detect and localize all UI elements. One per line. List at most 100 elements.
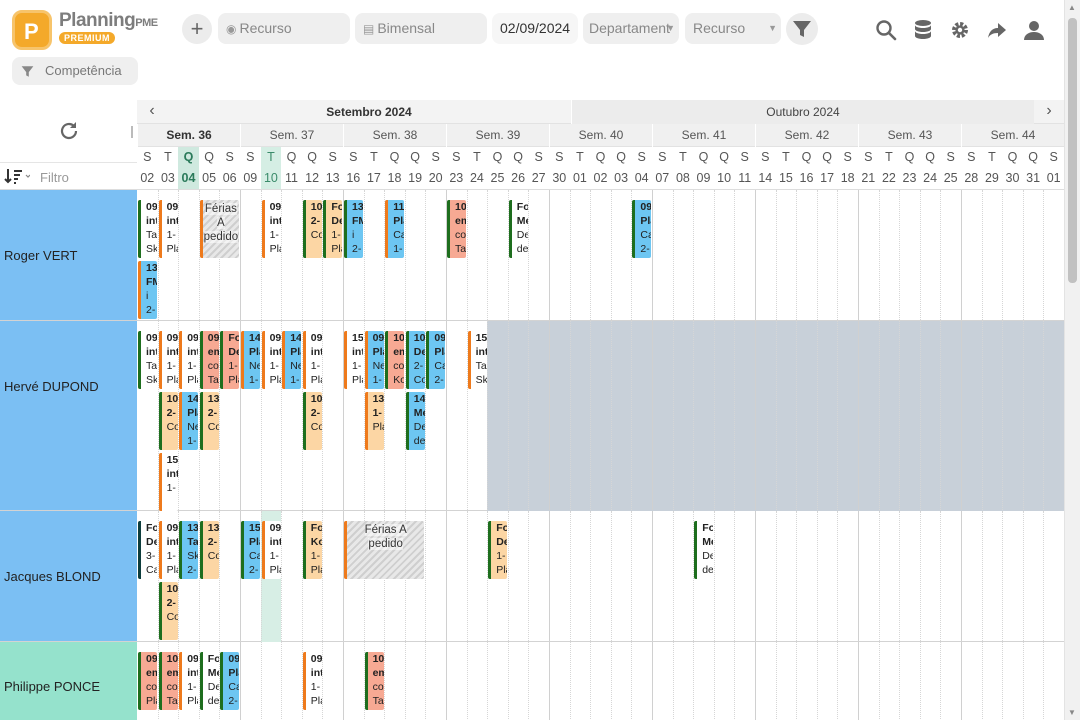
day-number[interactable]: 30 <box>1005 171 1020 185</box>
task-block[interactable]: 15 Pla Ca 2- <box>241 521 260 579</box>
resource-row-label[interactable]: Roger VERT <box>0 190 137 321</box>
task-block[interactable]: Fo Me De de <box>508 200 528 258</box>
day-number[interactable]: 30 <box>552 171 567 185</box>
task-block[interactable]: Fo Ko 1- Pla <box>302 521 322 579</box>
resource-row-label[interactable]: Hervé DUPOND <box>0 321 137 511</box>
task-block[interactable]: 13 2- Co <box>199 392 219 450</box>
task-block[interactable]: 09 int 1- Pla <box>261 521 281 579</box>
task-block[interactable]: 09 int 1- Pla <box>158 331 178 389</box>
next-period-button[interactable]: › <box>1034 100 1064 124</box>
day-number[interactable]: 13 <box>325 171 340 185</box>
task-block[interactable]: 09 Pla Ca 2- <box>632 200 652 258</box>
task-block[interactable]: 10 2- Co <box>302 200 322 258</box>
task-block[interactable]: 13 FM i 2- <box>344 200 363 258</box>
day-number[interactable]: 10 <box>260 168 282 189</box>
day-number[interactable]: 23 <box>449 171 464 185</box>
task-block[interactable]: 11 Pla Ca 1- <box>385 200 405 258</box>
day-number[interactable]: 18 <box>840 171 855 185</box>
filter-row[interactable]: Filtro <box>0 162 137 190</box>
date-input[interactable]: 02/09/2024 <box>492 13 578 44</box>
day-number[interactable]: 08 <box>675 171 690 185</box>
add-button[interactable]: + <box>182 14 212 44</box>
day-number[interactable]: 01 <box>1046 171 1061 185</box>
task-block[interactable]: 13 FM i 2- <box>138 261 157 319</box>
day-number[interactable]: 06 <box>222 171 237 185</box>
task-block[interactable]: Fo De 1- Pla <box>488 521 508 579</box>
task-block[interactable]: 14 Pla Ne 1- <box>282 331 302 389</box>
day-number[interactable]: 20 <box>428 171 443 185</box>
day-number[interactable]: 17 <box>366 171 381 185</box>
task-block[interactable]: 10 2- Co <box>158 392 178 450</box>
task-block[interactable]: 10 2- Co <box>302 392 322 450</box>
day-number[interactable]: 21 <box>861 171 876 185</box>
resource-search-input[interactable]: ◉ Recurso <box>218 13 350 44</box>
task-block[interactable]: 09 int 1- Pla <box>302 331 322 389</box>
day-number[interactable]: 29 <box>984 171 999 185</box>
task-block[interactable]: 15 int 1- <box>158 453 178 511</box>
task-block[interactable]: 10 2- Co <box>158 582 178 640</box>
day-number[interactable]: 25 <box>943 171 958 185</box>
day-number[interactable]: 10 <box>717 171 732 185</box>
day-number[interactable]: 09 <box>243 171 258 185</box>
day-number[interactable]: 23 <box>902 171 917 185</box>
task-block[interactable]: 10 De 2- Co <box>405 331 425 389</box>
task-block[interactable]: 09 int 1- Pla <box>158 521 178 579</box>
task-block[interactable]: 15 int Ta Sk <box>467 331 487 389</box>
resource-row-label[interactable]: Philippe PONCE <box>0 642 137 720</box>
day-number[interactable]: 27 <box>531 171 546 185</box>
task-block[interactable]: 09 Pla Ne 1- <box>364 331 384 389</box>
resource-row[interactable]: Férias A pedidoFoDe3-Ca09int1-Pla102-Co1… <box>137 511 1064 642</box>
task-block[interactable]: 09 int 1- Pla <box>179 331 199 389</box>
day-number[interactable]: 02 <box>593 171 608 185</box>
task-block[interactable]: 14 Me De de <box>405 392 425 450</box>
task-block[interactable]: Fo De 1- Pla <box>323 200 343 258</box>
scroll-thumb[interactable] <box>1068 18 1077 283</box>
task-block[interactable]: 09 int 1- Pla <box>261 331 281 389</box>
task-block[interactable]: 14 Pla Ne 1- <box>241 331 260 389</box>
refresh-button[interactable] <box>58 120 80 145</box>
day-number[interactable]: 07 <box>655 171 670 185</box>
previous-period-button[interactable]: ‹ <box>137 100 167 124</box>
task-block[interactable]: 09 int Ta Sk <box>138 331 157 389</box>
day-number[interactable]: 16 <box>799 171 814 185</box>
sort-icon[interactable] <box>4 167 30 185</box>
task-block[interactable]: 13 2- Co <box>199 521 219 579</box>
task-block[interactable]: 10 em co Ko <box>385 331 405 389</box>
day-number[interactable]: 11 <box>738 171 752 185</box>
task-block[interactable]: Fo Me De de <box>694 521 714 579</box>
search-button[interactable] <box>870 13 902 45</box>
task-block[interactable]: 09 int 1- Pla <box>179 652 199 710</box>
resource-row[interactable]: 09emcoPla10emcoTa09int1-PlaFoMeDede09Pla… <box>137 642 1064 720</box>
resource-row-label[interactable]: Jacques BLOND <box>0 511 137 642</box>
task-block[interactable]: 09 Pla Ca 2- <box>426 331 446 389</box>
task-block[interactable]: 09 int Ta Sk <box>138 200 157 258</box>
scroll-down-icon[interactable]: ▼ <box>1068 708 1076 717</box>
day-number[interactable]: 04 <box>178 168 199 189</box>
day-number[interactable]: 31 <box>1026 171 1041 185</box>
settings-button[interactable] <box>944 13 976 45</box>
filter-button[interactable] <box>786 13 818 45</box>
day-number[interactable]: 24 <box>469 171 484 185</box>
task-block[interactable]: 10 em co Ta <box>364 652 384 710</box>
task-block[interactable]: 09 int 1- Pla <box>158 200 178 258</box>
task-block[interactable]: 10 em co Ta <box>447 200 466 258</box>
day-number[interactable]: 16 <box>346 171 361 185</box>
day-number[interactable]: 18 <box>387 171 402 185</box>
absence-block[interactable]: Férias A pedido <box>344 521 425 579</box>
absence-block[interactable]: Férias A pedido <box>199 200 239 258</box>
task-block[interactable]: 09 em co Ta <box>199 331 219 389</box>
task-block[interactable]: 09 int 1- Pla <box>261 200 281 258</box>
task-block[interactable]: 14 Pla Ne 1- <box>179 392 199 450</box>
task-block[interactable]: 09 em co Pla <box>138 652 157 710</box>
task-block[interactable]: 09 Pla Ca 2- <box>220 652 240 710</box>
day-number[interactable]: 22 <box>881 171 896 185</box>
vertical-scrollbar[interactable]: ▲ ▼ <box>1064 0 1080 720</box>
task-block[interactable]: Fo De 3- Ca <box>138 521 157 579</box>
task-block[interactable]: 13 Ta Sk 2- <box>179 521 199 579</box>
day-number[interactable]: 19 <box>408 171 423 185</box>
resize-handle[interactable] <box>131 126 133 138</box>
resource-select[interactable]: Recurso ▼ <box>685 13 781 44</box>
day-number[interactable]: 24 <box>923 171 938 185</box>
task-block[interactable]: Fo Me De de <box>199 652 219 710</box>
task-block[interactable]: 09 int 1- Pla <box>302 652 322 710</box>
